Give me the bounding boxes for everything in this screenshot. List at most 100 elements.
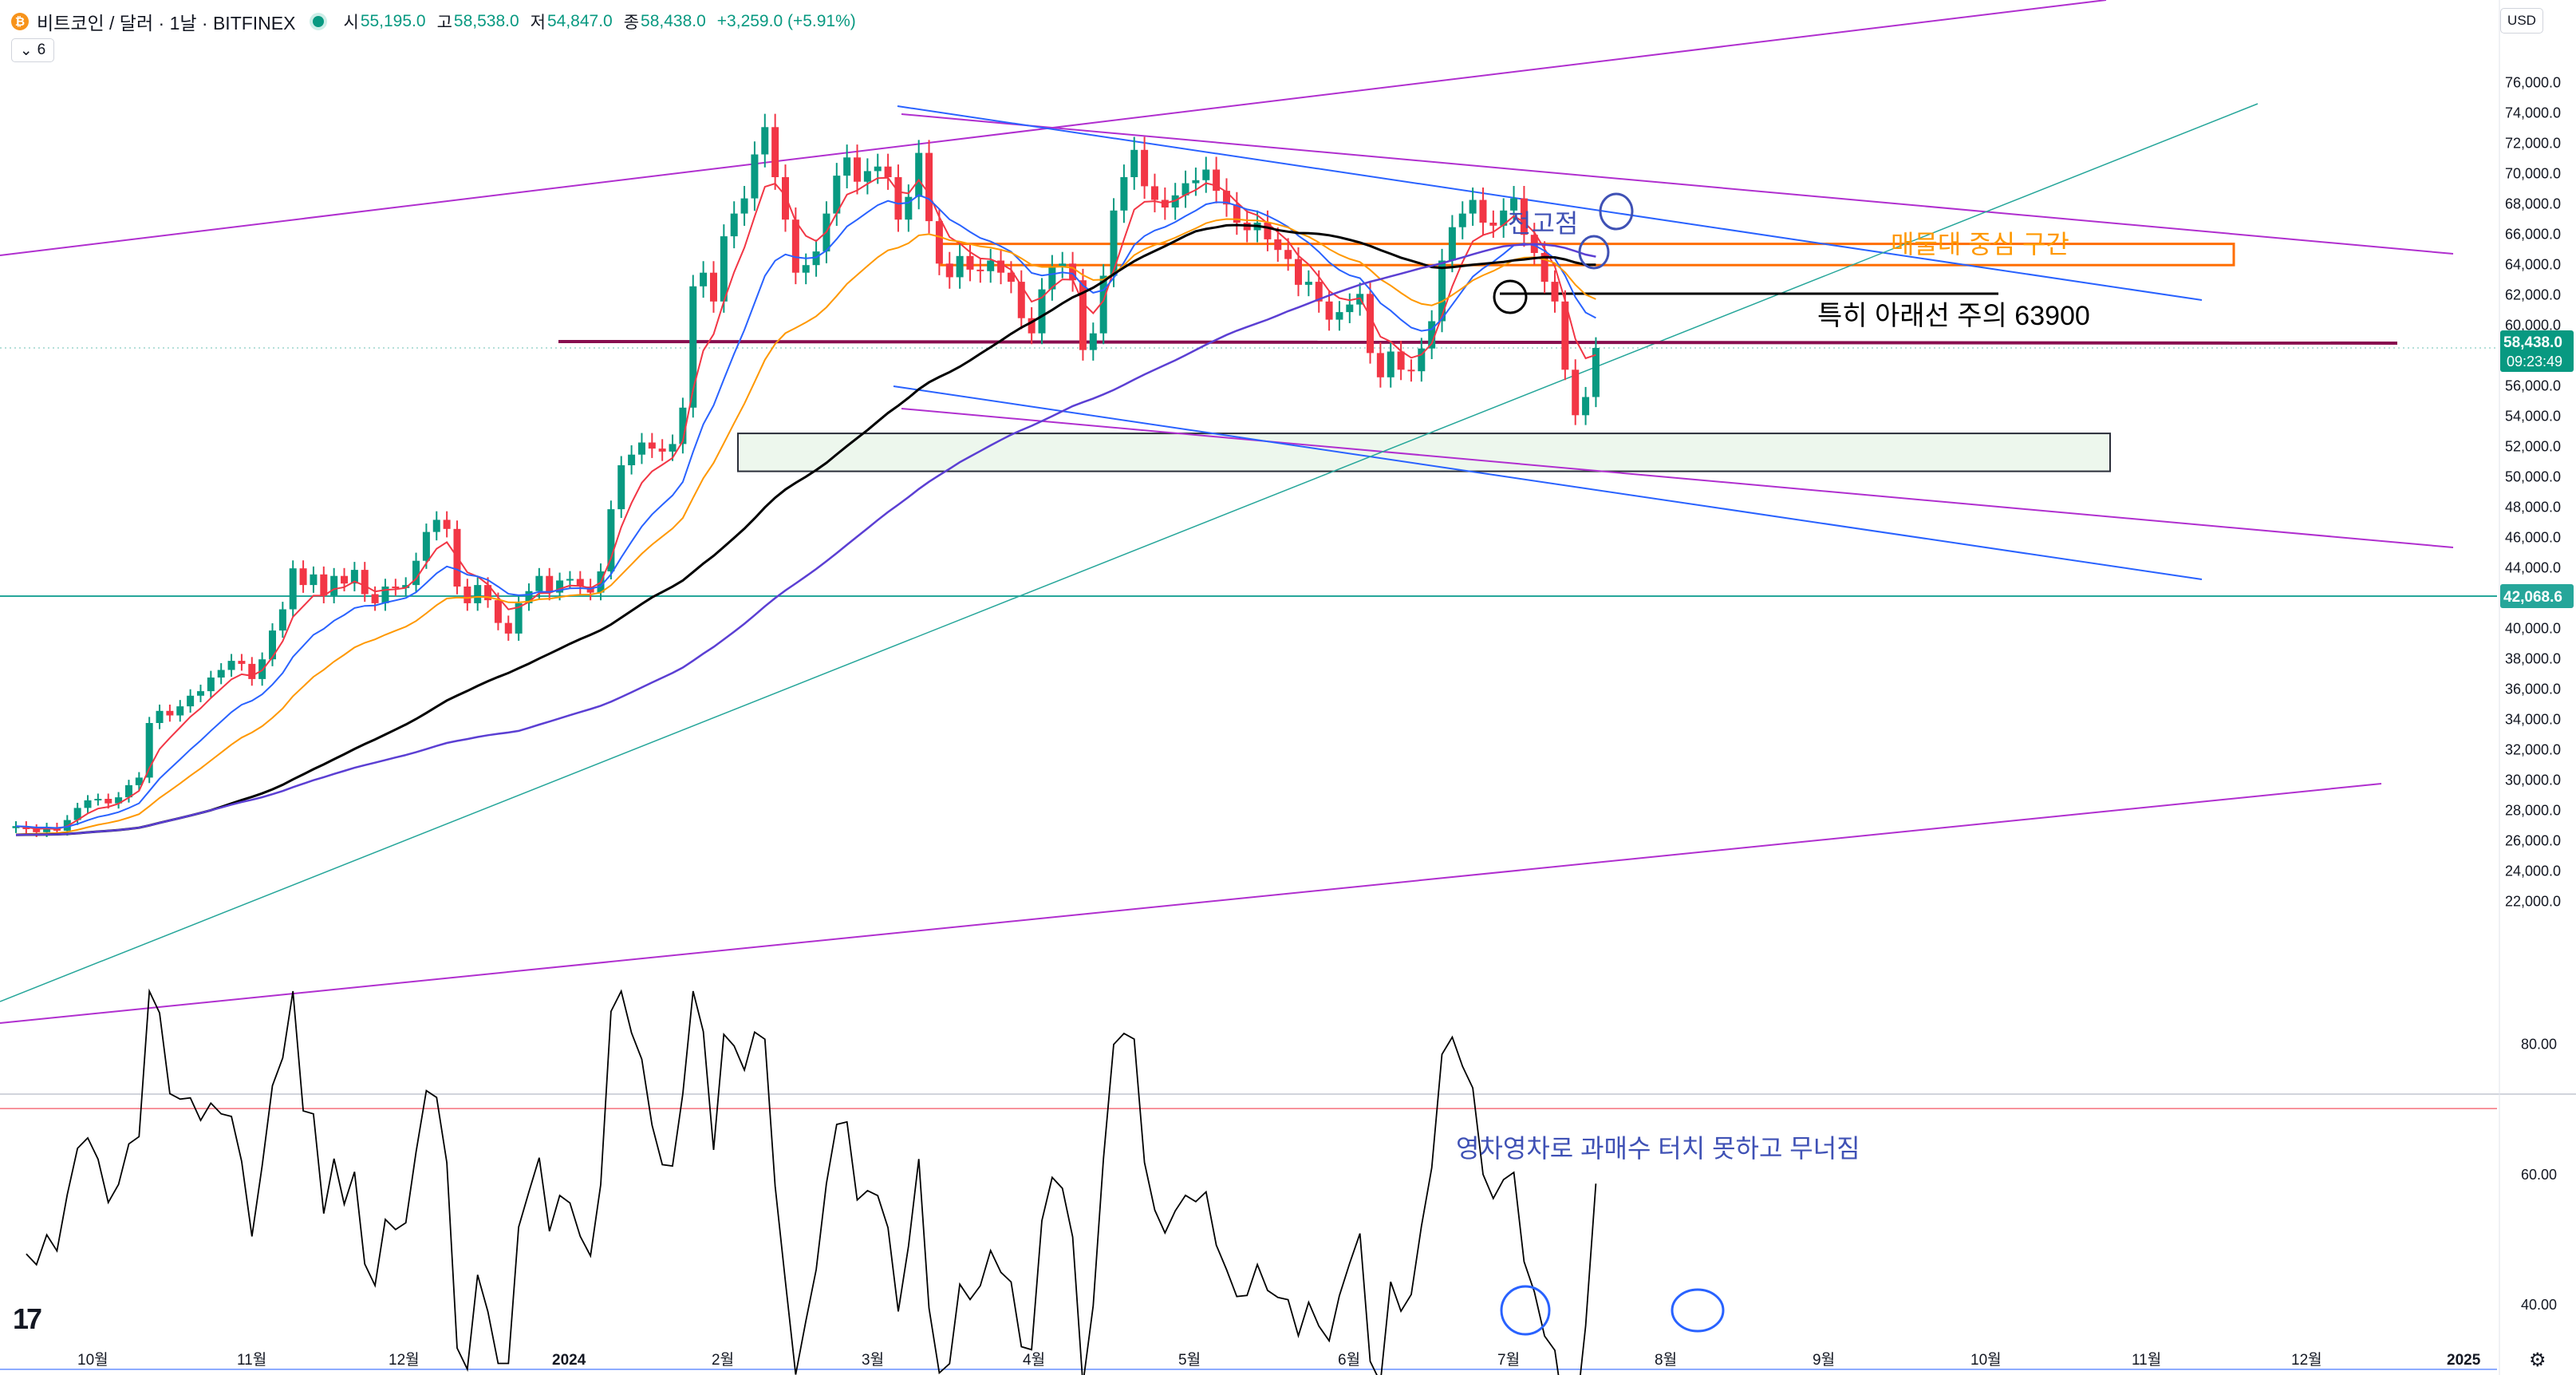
candle[interactable] — [1304, 282, 1312, 285]
candle[interactable] — [1428, 321, 1436, 349]
candle[interactable] — [1202, 169, 1210, 180]
candle[interactable] — [802, 265, 810, 273]
candle[interactable] — [12, 826, 20, 828]
candle[interactable] — [1346, 304, 1354, 313]
candle[interactable] — [1489, 223, 1497, 226]
candle[interactable] — [1120, 177, 1128, 211]
candle[interactable] — [1397, 351, 1405, 370]
candle[interactable] — [73, 808, 81, 820]
candle[interactable] — [1274, 239, 1282, 251]
candle[interactable] — [196, 691, 204, 696]
candle[interactable] — [576, 579, 584, 587]
candle[interactable] — [1540, 253, 1548, 283]
candle[interactable] — [935, 221, 943, 264]
candle[interactable] — [1510, 198, 1518, 211]
candle[interactable] — [1520, 198, 1528, 235]
candle[interactable] — [310, 574, 318, 586]
candle[interactable] — [227, 661, 235, 670]
candle[interactable] — [874, 166, 882, 172]
candle[interactable] — [945, 263, 953, 278]
candle[interactable] — [494, 600, 502, 623]
candle[interactable] — [997, 260, 1005, 273]
candle[interactable] — [1376, 353, 1384, 377]
candle[interactable] — [854, 157, 862, 182]
candle[interactable] — [1448, 227, 1456, 261]
candle[interactable] — [176, 706, 184, 716]
candle[interactable] — [566, 579, 574, 581]
candle[interactable] — [289, 568, 297, 610]
candle[interactable] — [1592, 347, 1600, 397]
candle[interactable] — [791, 219, 799, 273]
candle[interactable] — [166, 710, 174, 716]
candle[interactable] — [1479, 200, 1487, 223]
candle[interactable] — [761, 127, 769, 155]
candle[interactable] — [1192, 180, 1200, 184]
candle[interactable] — [1469, 200, 1477, 214]
candle[interactable] — [248, 663, 256, 679]
candle[interactable] — [976, 269, 984, 271]
candle[interactable] — [925, 152, 933, 222]
candle[interactable] — [1335, 312, 1343, 320]
candle[interactable] — [1099, 275, 1107, 334]
candle[interactable] — [1017, 282, 1025, 318]
candle[interactable] — [525, 591, 533, 603]
candle[interactable] — [1572, 369, 1580, 416]
candle[interactable] — [1007, 272, 1015, 283]
candle[interactable] — [628, 454, 636, 465]
candle[interactable] — [740, 198, 748, 214]
gear-icon[interactable]: ⚙ — [2529, 1349, 2546, 1371]
candle[interactable] — [546, 575, 554, 593]
candle[interactable] — [33, 829, 41, 832]
candle[interactable] — [94, 799, 102, 800]
candle[interactable] — [156, 710, 164, 723]
candle[interactable] — [402, 585, 410, 588]
candle[interactable] — [843, 157, 851, 176]
candle[interactable] — [1561, 301, 1569, 370]
candle[interactable] — [1458, 213, 1466, 227]
candle[interactable] — [432, 520, 440, 532]
candle[interactable] — [207, 678, 215, 692]
candle[interactable] — [105, 799, 112, 804]
candle[interactable] — [700, 272, 708, 286]
candle[interactable] — [894, 177, 902, 220]
candle[interactable] — [1150, 186, 1158, 200]
currency-button[interactable]: USD — [2500, 8, 2543, 34]
candle[interactable] — [135, 777, 143, 785]
candle[interactable] — [966, 255, 974, 270]
candle[interactable] — [1500, 210, 1508, 226]
candle[interactable] — [299, 568, 307, 586]
candle[interactable] — [1407, 369, 1415, 372]
candle[interactable] — [863, 171, 871, 182]
candle[interactable] — [412, 560, 420, 586]
candle[interactable] — [392, 587, 400, 588]
candle[interactable] — [350, 570, 358, 584]
candle[interactable] — [278, 609, 286, 631]
candle[interactable] — [484, 585, 492, 601]
candle[interactable] — [1418, 348, 1426, 372]
candle[interactable] — [812, 251, 820, 266]
candle[interactable] — [217, 670, 225, 678]
candle[interactable] — [771, 127, 779, 177]
candle[interactable] — [884, 166, 892, 177]
candle[interactable] — [720, 236, 728, 302]
candle[interactable] — [751, 154, 759, 199]
candle[interactable] — [586, 587, 594, 593]
candle[interactable] — [1387, 351, 1395, 377]
candle[interactable] — [381, 587, 389, 603]
candle[interactable] — [124, 784, 132, 798]
candle[interactable] — [1141, 149, 1149, 187]
candle[interactable] — [1438, 260, 1446, 322]
candle[interactable] — [1264, 223, 1272, 239]
candle[interactable] — [658, 448, 666, 452]
candle[interactable] — [330, 575, 338, 596]
candle[interactable] — [1038, 289, 1046, 334]
candle[interactable] — [115, 797, 123, 804]
candle[interactable] — [1315, 282, 1323, 302]
candle[interactable] — [1582, 397, 1590, 416]
candle[interactable] — [987, 260, 995, 271]
candle[interactable] — [1059, 263, 1067, 267]
candle[interactable] — [689, 286, 697, 408]
candle[interactable] — [43, 828, 51, 832]
candle[interactable] — [320, 574, 328, 596]
